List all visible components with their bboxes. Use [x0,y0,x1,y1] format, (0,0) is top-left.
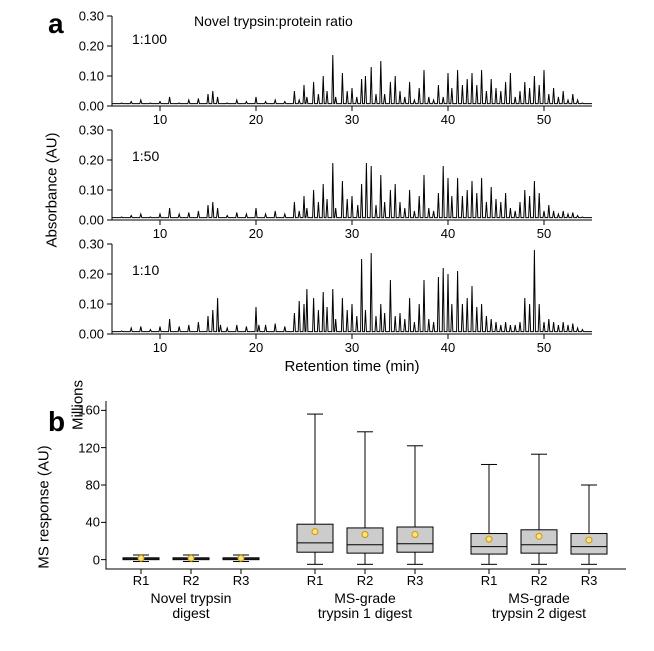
y-tick-label: 0.30 [79,9,104,24]
group-label-line: Novel trypsin [151,590,232,606]
y-tick-label: 0.30 [79,123,104,138]
chromatogram-svg [112,16,592,126]
y-tick-label: 80 [86,478,100,493]
y-tick-label: 0.10 [79,297,104,312]
y-tick-label: 0 [93,552,100,567]
group-label-line: MS-grade [334,590,395,606]
group-label: MS-gradetrypsin 1 digest [285,591,445,622]
chromatogram-svg [112,244,592,354]
chromatogram-trace: 0.000.100.200.3010203040501:10 [112,244,592,354]
x-axis-label-a: Retention time (min) [112,358,592,375]
chromatogram-trace: 0.000.100.200.301020304050Novel trypsin:… [112,16,592,126]
replicate-label: R2 [357,573,374,588]
replicate-label: R1 [133,573,150,588]
group-label-line: digest [172,605,209,621]
y-axis-label-a: Absorbance (AU) [44,132,61,247]
ratio-label: 1:100 [132,31,167,47]
boxplot-svg [106,397,626,597]
chromatogram-trace: 0.000.100.200.3010203040501:50 [112,130,592,240]
group-label: Novel trypsindigest [111,591,271,622]
chromatogram-svg [112,130,592,240]
replicate-label: R1 [307,573,324,588]
y-tick-label: 0.00 [79,327,104,342]
figure-container: a 0.000.100.200.301020304050Novel trypsi… [10,10,644,597]
y-tick-label: 0.30 [79,237,104,252]
y-tick-label: 0.10 [79,69,104,84]
replicate-label: R3 [581,573,598,588]
y-tick-label: 0.00 [79,99,104,114]
replicate-label: R3 [407,573,424,588]
chromatogram-stack: 0.000.100.200.301020304050Novel trypsin:… [10,16,644,354]
y-tick-label: 40 [86,515,100,530]
y-tick-label: 160 [78,403,100,418]
replicate-label: R2 [183,573,200,588]
panel-b-label: b [48,406,65,438]
y-tick-label: 0.20 [79,153,104,168]
group-label: MS-gradetrypsin 2 digest [459,591,619,622]
replicate-label: R3 [233,573,250,588]
y-tick-label: 0.20 [79,39,104,54]
y-tick-label: 0.00 [79,213,104,228]
group-label-line: trypsin 1 digest [318,605,412,621]
panel-b: MS response (AU) Millions 04080120160R1R… [106,397,626,597]
ratio-label: 1:50 [132,148,159,164]
y-tick-label: 0.20 [79,267,104,282]
y-tick-label: 120 [78,440,100,455]
panel-a: 0.000.100.200.301020304050Novel trypsin:… [10,10,644,375]
y-tick-label: 0.10 [79,183,104,198]
replicate-label: R1 [481,573,498,588]
replicate-label: R2 [531,573,548,588]
group-label-line: MS-grade [508,590,569,606]
group-label-line: trypsin 2 digest [492,605,586,621]
ratio-label: 1:10 [132,262,159,278]
panel-a-title: Novel trypsin:protein ratio [194,13,353,29]
y-axis-label-b: MS response (AU) [36,445,53,568]
